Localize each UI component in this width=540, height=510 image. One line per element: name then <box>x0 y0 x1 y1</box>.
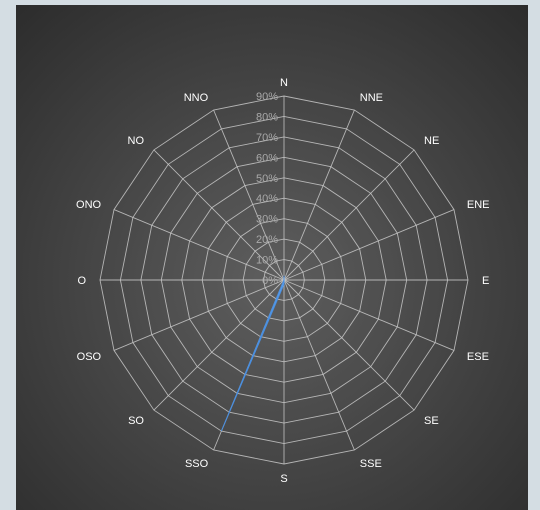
series-area-0 <box>220 275 285 432</box>
direction-label-ne: NE <box>424 135 439 147</box>
radial-tick-labels: 0% 10% 20% 30% 40% 50% 60% 70% 80% 90% <box>256 91 278 287</box>
direction-label-oso: OSO <box>77 351 102 363</box>
direction-label-ese: ESE <box>467 351 489 363</box>
direction-label-no: NO <box>128 135 145 147</box>
direction-label-s: S <box>280 473 287 485</box>
spoke-ese <box>283 279 455 351</box>
chart-area: 0% 10% 20% 30% 40% 50% 60% 70% 80% 90% N NNE NE ENE E… <box>16 5 528 510</box>
spoke-nne <box>283 109 355 281</box>
spokes <box>100 96 468 464</box>
spoke-ono <box>113 209 285 281</box>
direction-label-n: N <box>280 77 288 89</box>
spoke-nno <box>213 109 285 281</box>
spoke-so <box>153 279 285 411</box>
direction-label-nno: NNO <box>184 92 209 104</box>
direction-label-o: O <box>77 275 86 287</box>
direction-labels: N NNE NE ENE E ESE SE SSE S SSO SO OSO O ONO NO NNO <box>76 77 489 485</box>
tick-label-90: 90% <box>256 91 278 103</box>
spoke-no <box>153 149 285 281</box>
spoke-ene <box>283 209 455 281</box>
spoke-se <box>283 279 415 411</box>
spoke-ne <box>283 149 415 281</box>
direction-label-so: SO <box>128 415 144 427</box>
direction-label-e: E <box>482 275 489 287</box>
spoke-oso <box>113 279 285 351</box>
tick-label-60: 60% <box>256 152 278 164</box>
direction-label-sso: SSO <box>185 458 209 470</box>
direction-label-ono: ONO <box>76 199 102 211</box>
series <box>220 275 285 432</box>
tick-label-80: 80% <box>256 111 278 123</box>
direction-label-se: SE <box>424 415 439 427</box>
tick-label-50: 50% <box>256 173 278 185</box>
tick-label-0: 0% <box>262 275 278 287</box>
tick-label-10: 10% <box>256 255 278 267</box>
wind-rose-chart: 0% 10% 20% 30% 40% 50% 60% 70% 80% 90% N NNE NE ENE E… <box>76 77 489 485</box>
direction-label-nne: NNE <box>360 92 383 104</box>
spoke-sse <box>283 279 355 451</box>
tick-label-70: 70% <box>256 132 278 144</box>
direction-label-sse: SSE <box>360 458 382 470</box>
tick-label-40: 40% <box>256 193 278 205</box>
tick-label-20: 20% <box>256 234 278 246</box>
tick-label-30: 30% <box>256 214 278 226</box>
direction-label-ene: ENE <box>467 199 490 211</box>
